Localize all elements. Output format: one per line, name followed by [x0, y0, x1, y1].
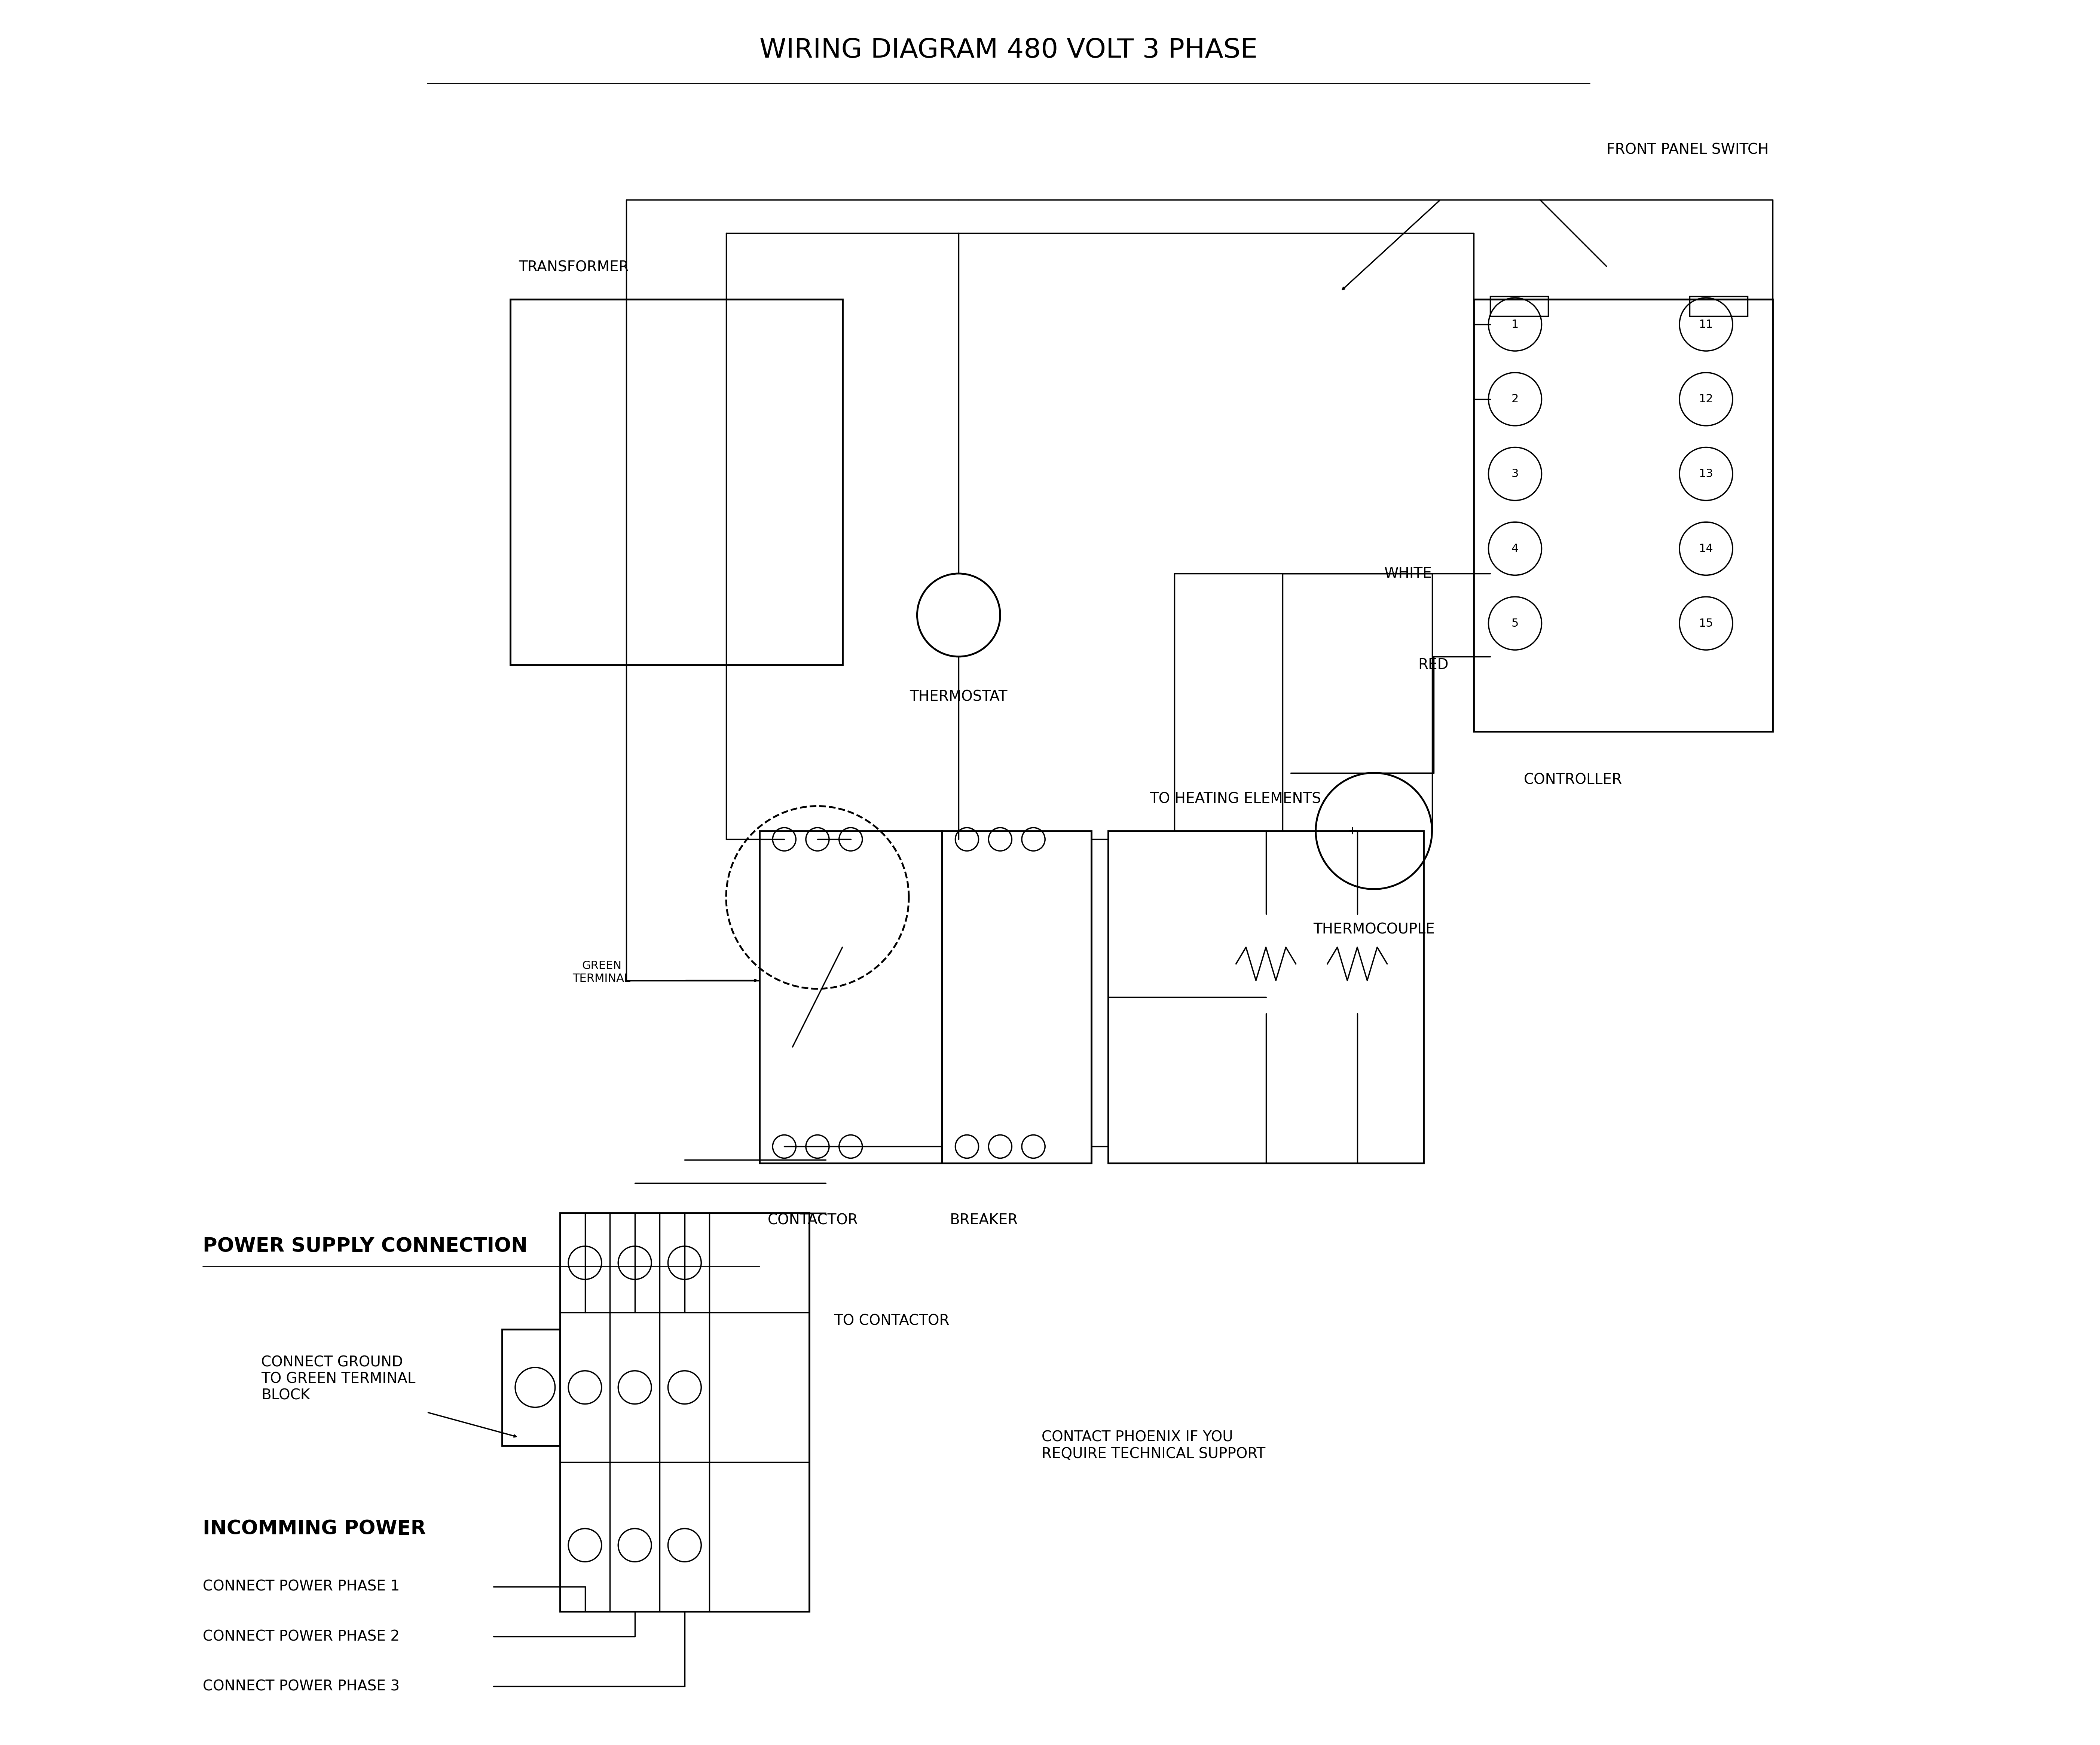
- Bar: [943, 831, 1092, 1164]
- Bar: [760, 831, 943, 1164]
- Text: 11: 11: [1699, 319, 1714, 330]
- Text: CONNECT POWER PHASE 3: CONNECT POWER PHASE 3: [204, 1679, 399, 1693]
- Text: TRANSFORMER: TRANSFORMER: [519, 260, 628, 274]
- Bar: [1474, 300, 1772, 731]
- Text: 15: 15: [1699, 618, 1714, 628]
- Text: -: -: [1396, 825, 1401, 836]
- Text: WIRING DIAGRAM 480 VOLT 3 PHASE: WIRING DIAGRAM 480 VOLT 3 PHASE: [760, 37, 1258, 63]
- Text: BREAKER: BREAKER: [949, 1213, 1018, 1227]
- Text: 5: 5: [1512, 618, 1518, 628]
- Text: CONNECT POWER PHASE 2: CONNECT POWER PHASE 2: [204, 1630, 399, 1644]
- Text: +: +: [1348, 825, 1357, 836]
- Text: 2: 2: [1512, 394, 1518, 405]
- Text: INCOMMING POWER: INCOMMING POWER: [204, 1518, 426, 1539]
- Text: FRONT PANEL SWITCH: FRONT PANEL SWITCH: [1606, 143, 1768, 157]
- Text: GREEN
TERMINAL: GREEN TERMINAL: [573, 960, 630, 984]
- Bar: [1491, 297, 1548, 316]
- Bar: [510, 300, 842, 665]
- Text: CONTACTOR: CONTACTOR: [769, 1213, 859, 1227]
- Text: CONNECT POWER PHASE 1: CONNECT POWER PHASE 1: [204, 1579, 399, 1593]
- Text: CONTACT PHOENIX IF YOU
REQUIRE TECHNICAL SUPPORT: CONTACT PHOENIX IF YOU REQUIRE TECHNICAL…: [1042, 1431, 1266, 1461]
- Text: WHITE: WHITE: [1384, 567, 1432, 581]
- Bar: [1109, 831, 1424, 1164]
- Text: 4: 4: [1512, 543, 1518, 555]
- Bar: [561, 1213, 809, 1612]
- Text: THERMOSTAT: THERMOSTAT: [909, 689, 1008, 703]
- Text: TO CONTACTOR: TO CONTACTOR: [834, 1314, 949, 1328]
- Text: RED: RED: [1418, 658, 1449, 672]
- Text: POWER SUPPLY CONNECTION: POWER SUPPLY CONNECTION: [204, 1237, 527, 1256]
- Text: 14: 14: [1699, 543, 1714, 555]
- Bar: [502, 1330, 561, 1445]
- Bar: [1688, 297, 1747, 316]
- Text: 3: 3: [1512, 468, 1518, 480]
- Text: THERMOCOUPLE: THERMOCOUPLE: [1312, 923, 1434, 937]
- Text: TO HEATING ELEMENTS: TO HEATING ELEMENTS: [1149, 792, 1321, 806]
- Text: 1: 1: [1512, 319, 1518, 330]
- Text: CONTROLLER: CONTROLLER: [1525, 773, 1623, 787]
- Text: CONNECT GROUND
TO GREEN TERMINAL
BLOCK: CONNECT GROUND TO GREEN TERMINAL BLOCK: [260, 1356, 416, 1403]
- Text: 12: 12: [1699, 394, 1714, 405]
- Text: 13: 13: [1699, 468, 1714, 480]
